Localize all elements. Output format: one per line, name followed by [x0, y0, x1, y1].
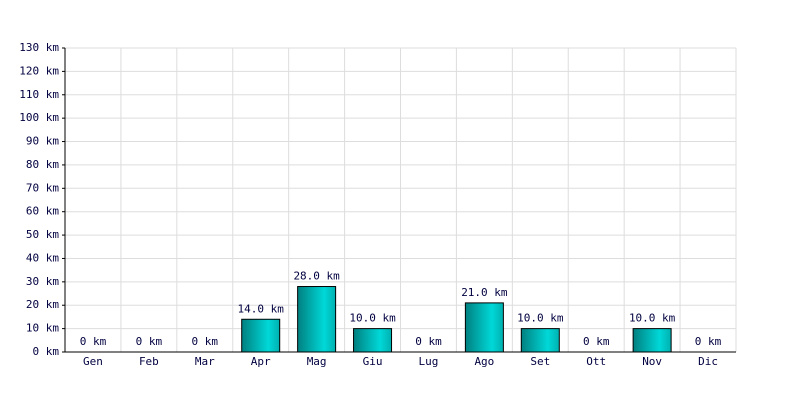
x-tick-label: Mar [195, 355, 215, 368]
x-tick-label: Apr [251, 355, 271, 368]
y-tick-label: 120 km [19, 64, 59, 77]
y-tick-label: 10 km [26, 322, 59, 335]
value-label: 14.0 km [238, 302, 285, 315]
x-tick-label: Ago [474, 355, 494, 368]
value-label: 0 km [583, 335, 610, 348]
y-tick-label: 20 km [26, 298, 59, 311]
y-tick-label: 110 km [19, 88, 59, 101]
value-label: 21.0 km [461, 286, 508, 299]
bar [520, 328, 560, 353]
x-tick-label: Nov [642, 355, 662, 368]
x-tick-label: Lug [419, 355, 439, 368]
y-tick-label: 40 km [26, 251, 59, 264]
bar [632, 328, 672, 353]
value-label: 10.0 km [349, 312, 396, 325]
y-tick-label: 70 km [26, 181, 59, 194]
bar [353, 328, 393, 353]
bar [297, 286, 337, 353]
value-label: 0 km [80, 335, 107, 348]
value-label: 10.0 km [517, 312, 564, 325]
value-label: 0 km [415, 335, 442, 348]
y-tick-label: 130 km [19, 41, 59, 54]
x-tick-label: Mag [307, 355, 327, 368]
x-tick-label: Feb [139, 355, 159, 368]
x-tick-label: Set [530, 355, 550, 368]
value-label: 28.0 km [293, 270, 340, 283]
y-tick-label: 90 km [26, 135, 59, 148]
value-label: 0 km [192, 335, 219, 348]
y-tick-label: 0 km [33, 345, 60, 358]
value-label: 0 km [136, 335, 163, 348]
y-tick-label: 60 km [26, 205, 59, 218]
x-tick-label: Gen [83, 355, 103, 368]
y-tick-label: 30 km [26, 275, 59, 288]
value-label: 0 km [695, 335, 722, 348]
x-tick-label: Giu [363, 355, 383, 368]
bar [241, 318, 281, 353]
x-tick-label: Dic [698, 355, 718, 368]
bar [464, 302, 504, 353]
y-tick-label: 80 km [26, 158, 59, 171]
y-tick-label: 50 km [26, 228, 59, 241]
x-tick-label: Ott [586, 355, 606, 368]
y-tick-label: 100 km [19, 111, 59, 124]
value-label: 10.0 km [629, 312, 676, 325]
